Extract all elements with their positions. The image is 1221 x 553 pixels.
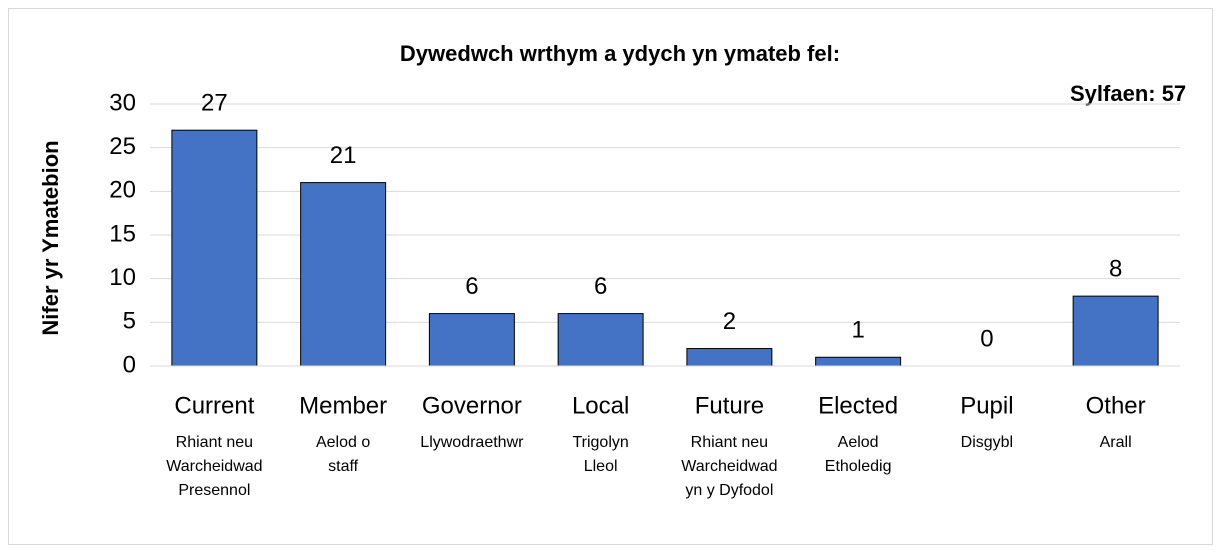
x-tick-label: Other	[1086, 392, 1146, 419]
x-sub-label: Warcheidwad	[681, 458, 777, 475]
bar	[428, 313, 515, 367]
data-label: 6	[465, 273, 478, 300]
x-tick-label: Elected	[818, 392, 898, 419]
x-tick-label: Future	[695, 392, 764, 419]
y-axis-label: Nifer yr Ymatebion	[38, 140, 63, 335]
y-tick-label: 30	[109, 89, 136, 116]
x-sub-label: Trigolyn	[572, 434, 628, 451]
y-tick-label: 15	[109, 220, 136, 247]
x-tick-label: Local	[572, 392, 629, 419]
chart-title: Dywedwch wrthym a ydych yn ymateb fel:	[400, 41, 840, 66]
y-tick-label: 20	[109, 177, 136, 204]
x-sub-label: Rhiant neu	[176, 434, 253, 451]
bar	[1072, 295, 1159, 367]
y-tick-label: 25	[109, 133, 136, 160]
bar	[300, 182, 387, 367]
y-tick-label: 0	[123, 351, 136, 378]
data-label: 1	[851, 317, 864, 344]
x-sub-label: Lleol	[584, 458, 618, 475]
x-sub-label: Aelod	[838, 434, 879, 451]
x-sub-label: Llywodraethwr	[420, 434, 524, 451]
annotation-clip: Sylfaen: 57	[1070, 81, 1186, 106]
y-tick-label: 5	[123, 308, 136, 335]
x-sub-label: Etholedig	[825, 458, 892, 475]
x-tick-label: Member	[299, 392, 387, 419]
x-sub-label: Disgybl	[961, 434, 1013, 451]
annotation: Sylfaen: 57	[1070, 81, 1186, 106]
data-label: 6	[594, 273, 607, 300]
bar	[686, 348, 773, 367]
x-sub-label: Arall	[1100, 434, 1132, 451]
data-label: 8	[1109, 255, 1122, 282]
bar	[171, 129, 258, 367]
x-tick-label: Pupil	[960, 392, 1013, 419]
x-sub-label: Aelod o	[316, 434, 370, 451]
data-label: 21	[330, 142, 357, 169]
bar	[815, 356, 902, 367]
data-label: 27	[201, 90, 228, 117]
x-tick-label: Governor	[422, 392, 522, 419]
x-tick-label: Current	[174, 392, 254, 419]
x-sub-label: Warcheidwad	[166, 458, 262, 475]
y-tick-label: 10	[109, 264, 136, 291]
x-sub-label: Presennol	[178, 482, 250, 499]
bar	[557, 313, 644, 367]
x-sub-label: yn y Dyfodol	[685, 482, 773, 499]
data-label: 2	[723, 308, 736, 335]
x-sub-label: staff	[328, 458, 359, 475]
data-label: 0	[980, 325, 993, 352]
x-sub-label: Rhiant neu	[691, 434, 768, 451]
